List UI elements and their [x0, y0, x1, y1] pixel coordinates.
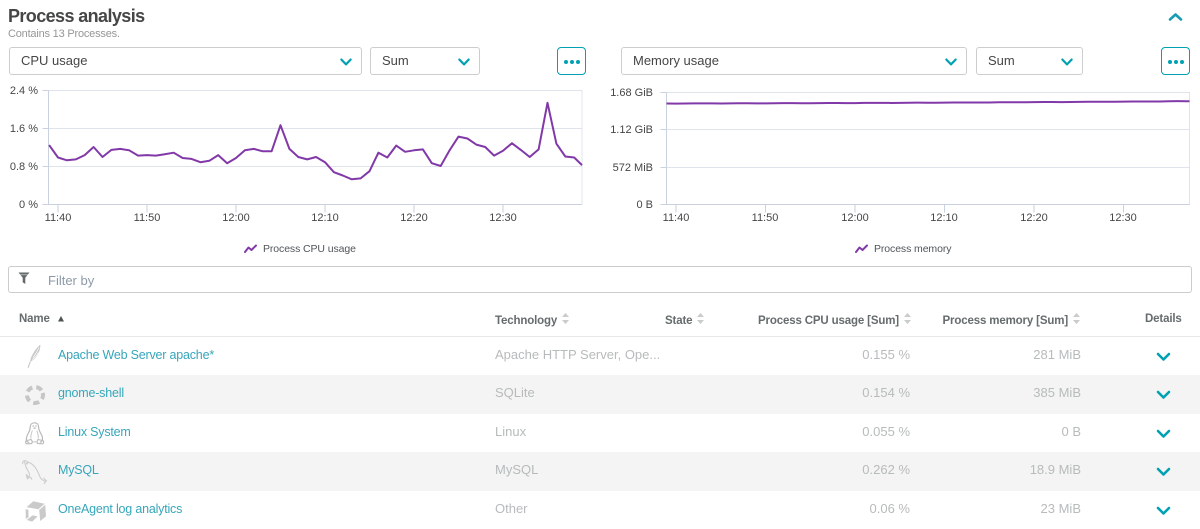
svg-text:12:00: 12:00	[222, 212, 250, 224]
svg-text:12:20: 12:20	[400, 212, 428, 224]
svg-text:0.8 %: 0.8 %	[10, 161, 38, 173]
svg-text:12:30: 12:30	[489, 212, 517, 224]
svg-text:0 B: 0 B	[636, 199, 653, 211]
svg-text:11:50: 11:50	[752, 212, 779, 224]
svg-text:12:10: 12:10	[930, 212, 958, 224]
svg-text:12:00: 12:00	[841, 212, 869, 224]
svg-text:11:40: 11:40	[663, 212, 690, 224]
svg-text:1.6 %: 1.6 %	[10, 123, 38, 135]
svg-text:0 %: 0 %	[19, 199, 38, 211]
svg-text:2.4 %: 2.4 %	[10, 85, 38, 97]
svg-text:1.12 GiB: 1.12 GiB	[610, 124, 653, 136]
svg-text:572 MiB: 572 MiB	[613, 162, 653, 174]
svg-text:12:10: 12:10	[311, 212, 339, 224]
svg-text:1.68 GiB: 1.68 GiB	[610, 87, 653, 99]
svg-text:11:50: 11:50	[134, 212, 161, 224]
svg-text:12:30: 12:30	[1109, 212, 1137, 224]
svg-text:11:40: 11:40	[45, 212, 72, 224]
svg-text:12:20: 12:20	[1020, 212, 1048, 224]
